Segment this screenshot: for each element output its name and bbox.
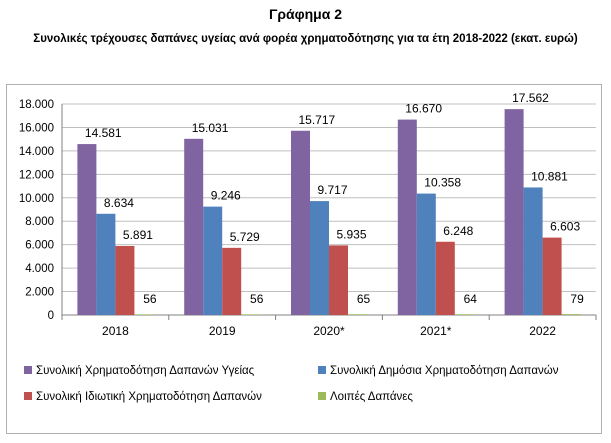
bars — [77, 109, 581, 316]
data-labels: 14.581 8.634 5.891 56 15.031 9.246 5.729 56 15.7… — [85, 91, 584, 306]
data-label: 17.562 — [512, 91, 549, 105]
y-tick-label: 14.000 — [19, 146, 54, 158]
y-tick-label: 18.000 — [19, 99, 54, 111]
chart-title: Γράφημα 2 — [268, 6, 343, 22]
data-label: 5.729 — [230, 230, 260, 244]
bar — [348, 314, 367, 315]
data-label: 56 — [143, 292, 157, 306]
y-tick-label: 8.000 — [25, 216, 54, 228]
x-tick-label: 2022 — [529, 324, 556, 338]
x-tick-label: 2019 — [209, 324, 236, 338]
bar — [184, 138, 204, 315]
x-tick-label: 2018 — [102, 324, 129, 338]
y-tick-label: 10.000 — [19, 193, 54, 205]
chart-frame — [6, 84, 602, 434]
y-tick-label: 16.000 — [19, 122, 54, 134]
x-tick-label: 2021* — [420, 324, 452, 338]
y-tick-label: 4.000 — [25, 263, 54, 275]
bar — [523, 187, 543, 315]
data-label: 56 — [250, 292, 264, 306]
bar — [329, 245, 348, 315]
x-tick-label: 2020* — [313, 324, 345, 338]
data-label: 6.248 — [443, 224, 473, 238]
bar — [542, 237, 562, 315]
data-label: 8.634 — [104, 196, 134, 210]
bar — [504, 109, 524, 315]
bar — [222, 247, 242, 315]
axes: 0 2.000 4.000 6.000 8.000 10.000 12.000 14.000 1… — [19, 99, 597, 338]
legend: Συνολική Χρηματοδότηση Δαπανών Υγείας Συν… — [24, 365, 559, 403]
y-tick-label: 12.000 — [19, 169, 54, 181]
data-label: 6.603 — [550, 220, 580, 234]
legend-label: Λοιπές Δαπάνες — [330, 391, 413, 403]
chart-subtitle: Συνολικές τρέχουσες δαπάνες υγείας ανά φ… — [33, 33, 578, 45]
data-label: 5.891 — [123, 228, 153, 242]
data-label: 10.358 — [424, 176, 461, 190]
data-label: 14.581 — [85, 126, 122, 140]
data-label: 65 — [357, 292, 371, 306]
bar — [77, 144, 97, 315]
data-label: 16.670 — [405, 102, 442, 116]
bar — [134, 314, 154, 315]
bar — [241, 314, 261, 315]
legend-swatch — [24, 392, 32, 400]
bar — [291, 130, 310, 315]
data-label: 64 — [464, 292, 478, 306]
legend-label: Συνολική Χρηματοδότηση Δαπανών Υγείας — [36, 365, 255, 377]
legend-swatch — [318, 392, 326, 400]
data-label: 79 — [570, 292, 584, 306]
data-label: 9.717 — [318, 183, 348, 197]
legend-label: Συνολική Δημόσια Χρηματοδότηση Δαπανών — [330, 365, 559, 377]
y-tick-label: 2.000 — [25, 287, 54, 299]
bar — [115, 245, 135, 315]
legend-label: Συνολική Ιδιωτική Χρηματοδότηση Δαπανών — [36, 391, 262, 403]
data-label: 15.717 — [299, 113, 336, 127]
data-label: 15.031 — [192, 121, 229, 135]
y-tick-label: 6.000 — [25, 240, 54, 252]
y-tick-label: 0 — [48, 310, 54, 322]
bar — [435, 241, 455, 315]
bar — [203, 206, 223, 315]
data-label: 9.246 — [211, 189, 241, 203]
data-label: 10.881 — [531, 169, 568, 183]
bar — [397, 119, 417, 316]
bar — [96, 213, 116, 315]
legend-swatch — [24, 366, 32, 374]
bar — [561, 314, 581, 315]
bar — [310, 201, 329, 315]
legend-swatch — [318, 366, 326, 374]
bar — [454, 314, 474, 315]
bar — [416, 193, 436, 315]
data-label: 5.935 — [337, 227, 367, 241]
